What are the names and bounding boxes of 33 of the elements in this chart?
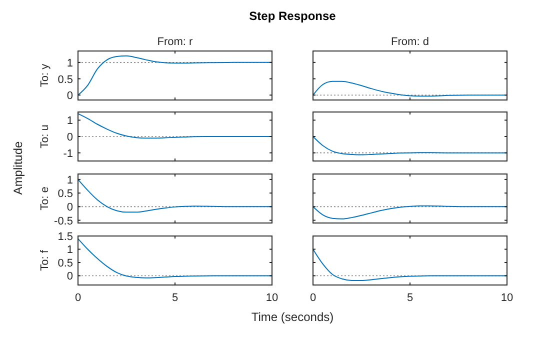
line-series [78, 178, 272, 213]
chart-title: Step Response [249, 9, 336, 23]
x-tick-label: 10 [500, 292, 514, 304]
y-tick-label: 1.5 [58, 231, 73, 243]
y-tick-label: -1 [63, 148, 73, 160]
y-tick-label: -0.5 [54, 215, 73, 228]
y-axis-title: To: f [39, 249, 51, 271]
line-series [78, 238, 272, 278]
y-tick-label: 1 [66, 115, 73, 128]
y-tick-label: 0 [66, 270, 73, 283]
y-tick-label: 1 [66, 174, 73, 186]
y-tick-label: 0 [66, 132, 73, 144]
y-axis-title: To: u [39, 124, 51, 148]
y-tick-label: 1 [66, 244, 73, 256]
x-tick-label: 0 [310, 292, 316, 304]
x-tick-label: 0 [74, 292, 82, 304]
x-tick-label: 10 [266, 292, 278, 304]
y-tick-label: 0.5 [58, 188, 73, 200]
y-tick-label: 1 [66, 57, 73, 70]
y-tick-label: 0.5 [58, 74, 73, 86]
y-tick-label: 0 [66, 90, 73, 102]
x-tick-label: 5 [406, 292, 414, 304]
line-series [78, 113, 272, 139]
y-axis-title: To: e [39, 186, 51, 210]
y-tick-label: 0 [66, 202, 73, 214]
y-tick-label: 0.5 [58, 257, 73, 270]
line-series [78, 55, 272, 96]
text: Amplitude [11, 141, 25, 195]
x-tick-label: 5 [172, 292, 178, 304]
y-axis-title: To: y [39, 63, 51, 88]
x-axis-title: Time (seconds) [251, 310, 334, 324]
chart-subtitle: From: r [157, 36, 194, 48]
chart-subtitle: From: d [391, 36, 429, 48]
